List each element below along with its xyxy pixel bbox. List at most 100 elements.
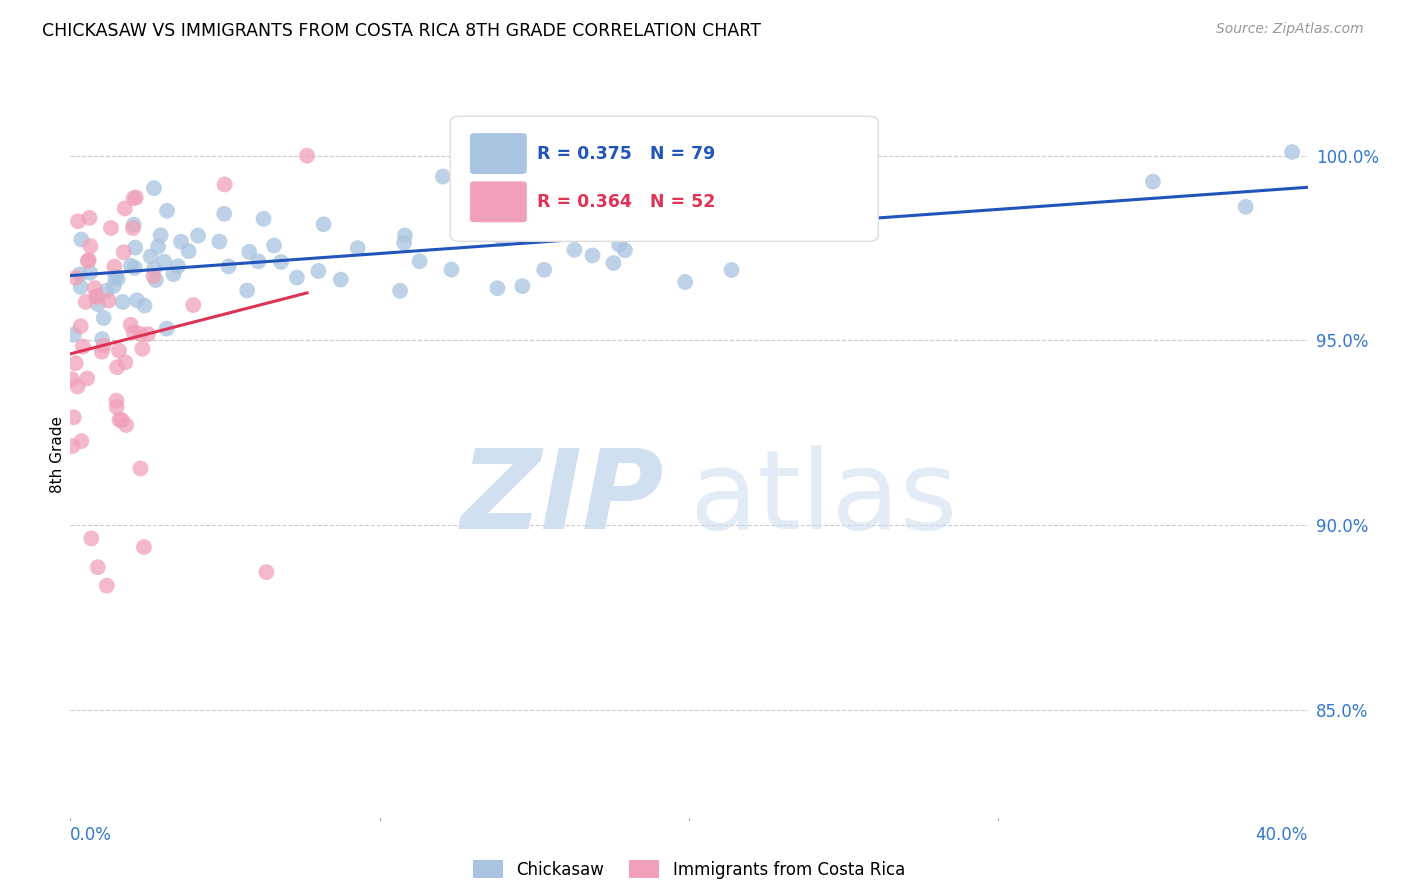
Point: [491, 232, 513, 246]
Point: [122, 218, 145, 232]
Point: [1142, 175, 1164, 189]
Point: [177, 244, 200, 259]
Point: [108, 413, 131, 427]
Point: [214, 178, 236, 192]
Point: [65, 270, 87, 285]
Point: [87, 297, 110, 311]
Point: [591, 200, 613, 214]
Point: [103, 278, 125, 293]
Point: [408, 254, 430, 268]
Point: [69, 268, 91, 282]
Point: [146, 239, 169, 253]
Point: [114, 355, 136, 369]
Point: [724, 208, 747, 222]
Point: [86, 289, 108, 303]
Point: [329, 272, 352, 286]
Point: [77, 252, 100, 267]
Point: [62, 410, 84, 425]
Point: [533, 263, 555, 277]
Y-axis label: 8th Grade: 8th Grade: [49, 417, 65, 493]
Point: [90, 344, 112, 359]
Point: [105, 360, 128, 375]
Point: [105, 400, 128, 414]
Point: [107, 272, 129, 286]
Point: [125, 190, 148, 204]
Point: [112, 245, 135, 260]
Point: [111, 294, 134, 309]
Point: [263, 238, 285, 252]
Text: R = 0.375   N = 79: R = 0.375 N = 79: [537, 145, 716, 162]
Point: [70, 434, 93, 449]
Point: [486, 281, 509, 295]
Point: [66, 379, 89, 393]
Point: [236, 284, 259, 298]
Point: [60, 372, 83, 386]
Point: [70, 233, 93, 247]
Point: [181, 298, 204, 312]
Point: [115, 418, 138, 433]
Point: [122, 221, 145, 235]
Point: [312, 217, 335, 231]
Text: Source: ZipAtlas.com: Source: ZipAtlas.com: [1216, 22, 1364, 37]
Text: 0.0%: 0.0%: [70, 826, 112, 844]
Point: [720, 263, 742, 277]
Point: [607, 237, 630, 252]
Point: [143, 181, 166, 195]
Point: [69, 280, 91, 294]
Point: [392, 235, 415, 250]
Point: [252, 211, 274, 226]
Point: [673, 275, 696, 289]
Point: [97, 293, 120, 308]
Point: [139, 250, 162, 264]
FancyBboxPatch shape: [470, 133, 527, 174]
Point: [149, 228, 172, 243]
Point: [79, 239, 101, 253]
Point: [66, 214, 89, 228]
Point: [510, 279, 533, 293]
Point: [134, 299, 156, 313]
Point: [394, 228, 416, 243]
Legend: Chickasaw, Immigrants from Costa Rica: Chickasaw, Immigrants from Costa Rica: [467, 854, 911, 886]
Point: [581, 248, 603, 262]
Point: [96, 284, 118, 298]
Point: [131, 342, 153, 356]
Point: [270, 255, 292, 269]
Point: [254, 565, 277, 579]
Point: [602, 256, 624, 270]
FancyBboxPatch shape: [470, 181, 527, 222]
Point: [432, 169, 454, 184]
Point: [440, 262, 463, 277]
Point: [65, 356, 87, 370]
Point: [114, 202, 136, 216]
Point: [129, 461, 152, 475]
Point: [247, 254, 270, 268]
Point: [122, 326, 145, 340]
Point: [76, 371, 98, 385]
Point: [1281, 145, 1303, 159]
Point: [105, 393, 128, 408]
Point: [75, 294, 97, 309]
Point: [716, 227, 738, 241]
Point: [108, 343, 131, 358]
Point: [124, 260, 146, 275]
Point: [170, 235, 193, 249]
Text: ZIP: ZIP: [461, 445, 664, 552]
Point: [120, 318, 142, 332]
Point: [120, 259, 142, 273]
Point: [307, 264, 329, 278]
Point: [156, 321, 179, 335]
Point: [136, 327, 159, 342]
Point: [389, 284, 412, 298]
Point: [1234, 200, 1257, 214]
Point: [87, 560, 110, 574]
Point: [103, 260, 125, 274]
Point: [295, 149, 318, 163]
Point: [91, 332, 114, 346]
Point: [72, 340, 94, 354]
Point: [167, 260, 190, 274]
Point: [80, 532, 103, 546]
Point: [187, 228, 209, 243]
Point: [613, 244, 636, 258]
Point: [132, 540, 155, 554]
Point: [124, 241, 146, 255]
